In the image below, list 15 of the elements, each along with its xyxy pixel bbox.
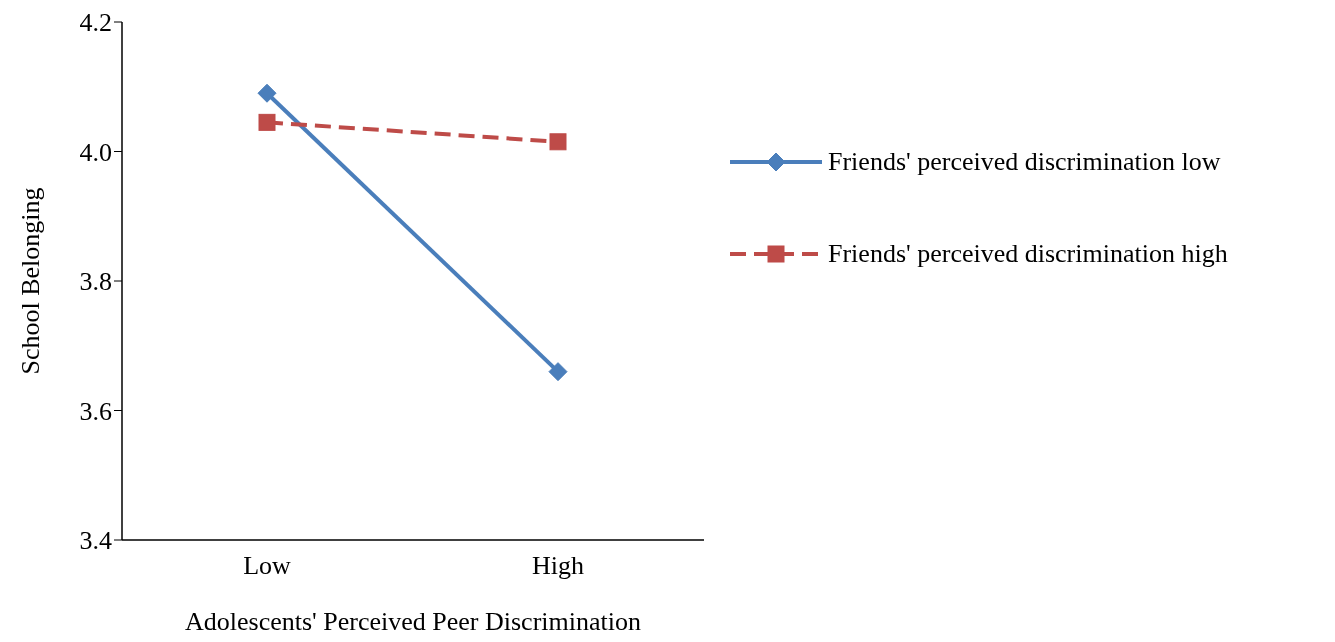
point bbox=[257, 83, 277, 103]
legend-label: Friends' perceived discrimination high bbox=[828, 239, 1228, 269]
y-tick-label: 3.6 bbox=[79, 396, 112, 426]
x-tick-label: High bbox=[532, 551, 584, 581]
y-axis-title: School Belonging bbox=[16, 187, 46, 375]
y-tick-label: 3.8 bbox=[79, 267, 112, 297]
point bbox=[549, 133, 567, 151]
y-tick-label: 4.2 bbox=[79, 8, 112, 38]
legend-label: Friends' perceived discrimination low bbox=[828, 147, 1221, 177]
x-tick-label: Low bbox=[243, 551, 292, 581]
point bbox=[548, 362, 568, 382]
y-tick-label: 4.0 bbox=[79, 137, 112, 167]
x-axis-title: Adolescents' Perceived Peer Discrimination bbox=[185, 607, 641, 636]
y-tick-label: 3.4 bbox=[79, 526, 112, 556]
point bbox=[258, 113, 276, 131]
